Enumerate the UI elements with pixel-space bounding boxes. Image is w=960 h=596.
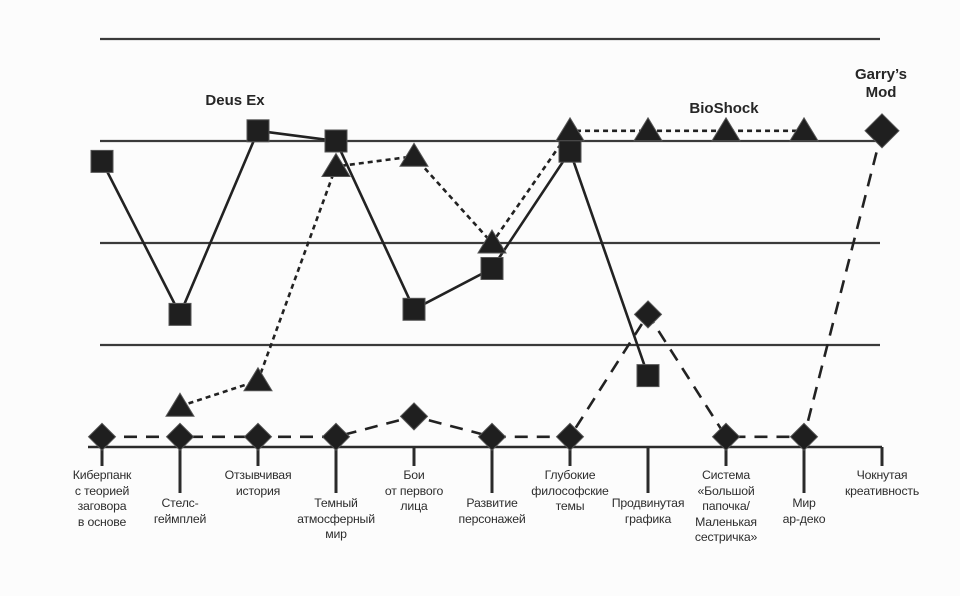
series-label-garrys-mod: Garry’s Mod (855, 66, 907, 101)
series-line-diamond (102, 130, 884, 439)
category-label: Чокнутая креативность (844, 468, 920, 498)
square-marker (168, 302, 192, 326)
square-marker (324, 129, 348, 153)
diamond-marker (789, 422, 819, 452)
category-label: Стелс-геймплей (153, 496, 207, 526)
series-label-bioshock: BioShock (689, 100, 759, 117)
square-marker (246, 119, 270, 143)
triangle-marker (321, 152, 351, 177)
triangle-marker (789, 116, 819, 142)
diamond-marker (555, 422, 585, 452)
triangle-marker (399, 142, 429, 167)
diamond-marker (477, 422, 507, 452)
category-label: Система «Большой папочка/Маленькая сестричк… (694, 468, 758, 544)
category-label: Отзывчивая история (224, 468, 292, 498)
diamond-marker (321, 422, 351, 452)
triangle-marker (477, 229, 507, 254)
category-label: Мир ар-деко (782, 496, 826, 526)
triangle-marker (165, 392, 195, 417)
diamond-marker (864, 113, 900, 149)
triangle-marker (555, 116, 585, 142)
category-label: Продвинутая графика (611, 496, 685, 526)
category-label: Глубокие философские темы (531, 468, 609, 513)
square-marker (636, 364, 660, 388)
square-marker (90, 149, 114, 173)
triangle-marker (243, 366, 273, 392)
series-label-deus-ex: Deus Ex (205, 92, 265, 109)
diamond-marker (711, 422, 741, 452)
square-marker (480, 257, 504, 280)
square-marker (402, 297, 426, 321)
square-marker (558, 139, 582, 163)
diamond-marker (633, 300, 663, 329)
diamond-marker (243, 422, 273, 452)
series-line-square (100, 129, 650, 377)
triangle-marker (711, 116, 741, 142)
triangle-marker (633, 116, 663, 142)
category-label: Бои от первого лица (384, 468, 444, 513)
diamond-marker (399, 402, 429, 431)
diamond-marker (165, 422, 195, 452)
diamond-marker (87, 422, 117, 452)
category-label: Развитие персонажей (458, 496, 526, 526)
category-label: Темный атмосферный мир (297, 496, 375, 541)
category-label: Киберпанк с теорией заговора в основе (72, 468, 132, 529)
